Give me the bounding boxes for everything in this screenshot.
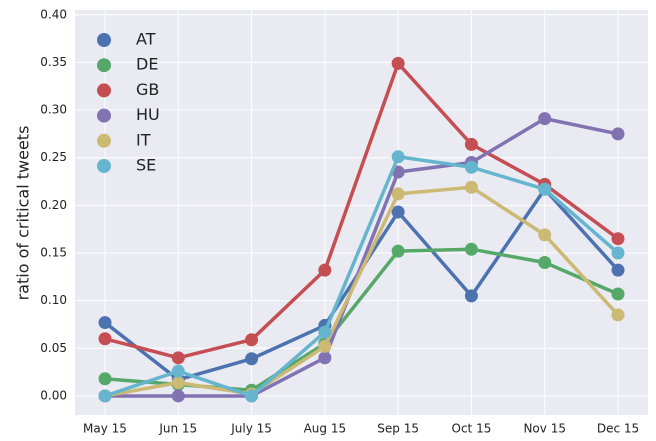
data-point [391, 187, 405, 201]
legend-marker [97, 83, 111, 98]
data-point [318, 351, 332, 365]
x-tick-label: May 15 [83, 422, 127, 436]
y-tick-label: 0.40 [40, 7, 67, 21]
legend-label: IT [136, 130, 151, 149]
data-point [464, 160, 478, 174]
series-line [104, 155, 620, 398]
legend-marker [97, 133, 111, 148]
y-tick-label: 0.30 [40, 103, 67, 117]
x-tick-label: Dec 15 [597, 422, 639, 436]
x-tick-label: Oct 15 [452, 422, 492, 436]
y-tick-label: 0.20 [40, 198, 67, 212]
legend-label: AT [136, 30, 156, 49]
data-point [611, 127, 625, 141]
legend-marker [97, 108, 111, 123]
y-tick-label: 0.35 [40, 55, 67, 69]
data-point [245, 333, 259, 347]
data-point [245, 352, 259, 366]
y-tick-label: 0.00 [40, 388, 67, 402]
data-point [318, 263, 332, 277]
y-axis-label: ratio of critical tweets [14, 126, 33, 301]
data-point [171, 376, 185, 390]
data-point [538, 228, 552, 242]
plot-area [75, 10, 648, 415]
data-point [391, 150, 405, 164]
y-tick-label: 0.15 [40, 246, 67, 260]
data-point [98, 316, 112, 330]
data-point [611, 232, 625, 246]
data-point [611, 287, 625, 301]
data-point [464, 289, 478, 303]
x-tick-label: Jun 15 [158, 422, 197, 436]
series-line [104, 185, 620, 398]
data-point [391, 56, 405, 70]
legend-marker [97, 33, 111, 47]
series-line [104, 61, 620, 360]
data-point [318, 325, 332, 339]
legend-label: HU [136, 105, 160, 124]
legend-label: DE [136, 55, 158, 74]
data-point [171, 389, 185, 403]
data-point [98, 332, 112, 346]
y-tick-label: 0.10 [40, 293, 67, 307]
data-point [245, 389, 259, 403]
data-point [171, 351, 185, 365]
data-point [171, 364, 185, 378]
data-point [391, 205, 405, 219]
legend-marker [97, 159, 111, 173]
data-point [611, 246, 625, 260]
data-point [464, 242, 478, 256]
data-point [538, 256, 552, 270]
legend-marker [97, 58, 111, 73]
data-point [464, 137, 478, 151]
y-tick-label: 0.05 [40, 341, 67, 355]
data-point [611, 308, 625, 322]
legend-label: GB [136, 80, 159, 99]
data-point [318, 339, 332, 353]
series-line [105, 116, 619, 398]
data-point [464, 180, 478, 194]
data-point [538, 182, 552, 196]
x-tick-label: Sep 15 [377, 422, 419, 436]
legend-label: SE [136, 156, 156, 175]
data-point [538, 112, 552, 126]
x-tick-label: July 15 [230, 422, 272, 436]
y-tick-label: 0.25 [40, 150, 67, 164]
x-tick-label: Aug 15 [304, 422, 347, 436]
data-point [611, 263, 625, 277]
data-point [98, 372, 112, 386]
data-point [391, 244, 405, 258]
data-point [98, 389, 112, 403]
x-tick-label: Nov 15 [523, 422, 566, 436]
